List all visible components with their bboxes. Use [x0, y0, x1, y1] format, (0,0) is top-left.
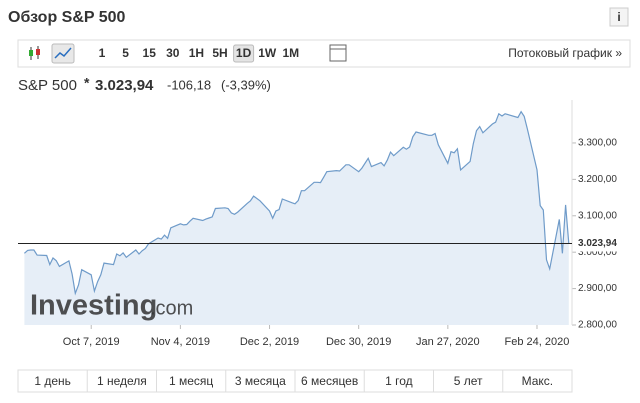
x-tick-label: Dec 2, 2019 [240, 336, 299, 348]
range-button[interactable]: 1 день [34, 374, 71, 388]
line-icon-button[interactable] [51, 43, 75, 64]
current-price-label: 3.023,94 [578, 238, 617, 249]
interval-button[interactable]: 1D [236, 46, 252, 60]
interval-button[interactable]: 30 [166, 46, 180, 60]
candle-icon[interactable] [29, 46, 40, 60]
calendar-icon[interactable] [329, 44, 347, 62]
toolbar [17, 39, 631, 68]
interval-button[interactable]: 5 [122, 46, 129, 60]
x-tick-label: Dec 30, 2019 [326, 336, 391, 348]
line-icon [54, 47, 72, 59]
y-tick-label: 2.800,00 [578, 320, 617, 331]
interval-button[interactable]: 5H [212, 46, 227, 60]
interval-button[interactable]: 1M [282, 46, 299, 60]
watermark-suffix: .com [150, 297, 193, 319]
x-tick-label: Nov 4, 2019 [151, 336, 210, 348]
x-tick-label: Oct 7, 2019 [63, 336, 120, 348]
quote-change-pct: (-3,39%) [221, 77, 271, 92]
y-tick-label: 3.100,00 [578, 210, 617, 221]
y-tick-label: 3.300,00 [578, 138, 617, 149]
range-button[interactable]: 1 неделя [97, 374, 147, 388]
range-button[interactable]: 1 месяц [169, 374, 213, 388]
info-icon: i [617, 10, 620, 24]
quote-change: -106,18 [167, 77, 211, 92]
interval-button[interactable]: 1H [189, 46, 204, 60]
quote-name: S&P 500 [18, 77, 77, 94]
quote-price: 3.023,94 [95, 77, 154, 94]
info-button[interactable] [609, 7, 629, 27]
range-button[interactable]: 1 год [385, 374, 413, 388]
quote-marker: * [84, 75, 90, 91]
range-button[interactable]: Макс. [522, 374, 554, 388]
watermark-brand: Investing [30, 290, 157, 322]
y-tick-label: 3.200,00 [578, 174, 617, 185]
widget-title: Обзор S&P 500 [8, 9, 126, 26]
x-tick-label: Feb 24, 2020 [505, 336, 570, 348]
range-button[interactable]: 6 месяцев [301, 374, 358, 388]
current-price-box [574, 235, 620, 252]
interval-button[interactable]: 15 [143, 46, 157, 60]
range-button[interactable]: 5 лет [454, 374, 483, 388]
area-fill [24, 111, 569, 325]
interval-button[interactable]: 1W [258, 46, 277, 60]
y-tick-label: 3.000,00 [578, 247, 617, 258]
interval-button[interactable]: 1 [99, 46, 106, 60]
range-button[interactable]: 3 месяца [235, 374, 286, 388]
y-tick-label: 2.900,00 [578, 283, 617, 294]
stream-link[interactable]: Потоковый график » [508, 46, 622, 60]
x-tick-label: Jan 27, 2020 [416, 336, 480, 348]
price-line [23, 110, 570, 296]
interval-active [233, 44, 255, 63]
